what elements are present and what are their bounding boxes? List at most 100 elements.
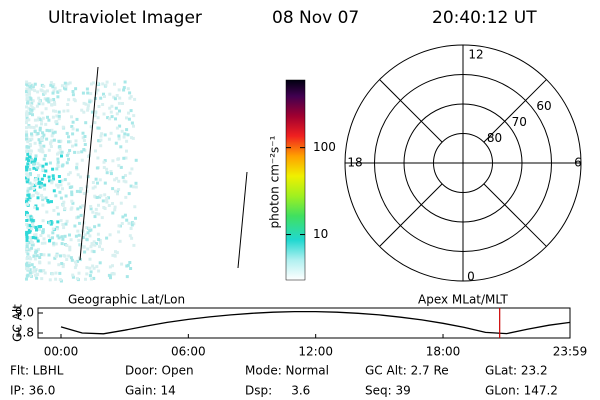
image-pixel — [85, 189, 89, 193]
image-pixel — [44, 162, 48, 166]
colorbar-tick-label: 10 — [313, 227, 328, 241]
image-pixel — [56, 95, 60, 99]
image-pixel — [58, 145, 62, 148]
image-pixel — [25, 238, 29, 242]
y-tick-label: 1.8 — [15, 326, 34, 340]
image-pixel — [57, 236, 61, 240]
image-pixel — [56, 183, 60, 187]
image-pixel — [74, 234, 78, 238]
image-pixel — [30, 87, 34, 91]
image-pixel — [76, 173, 80, 177]
image-pixel — [86, 247, 90, 251]
image-pixel — [68, 233, 71, 237]
image-pixel — [27, 193, 31, 197]
image-pixel — [54, 109, 57, 113]
image-pixel — [103, 95, 106, 98]
image-pixel — [28, 229, 32, 232]
image-pixel — [107, 196, 110, 200]
image-pixel — [62, 109, 66, 113]
image-pixel — [26, 213, 30, 217]
image-pixel — [76, 215, 80, 219]
image-pixel — [34, 236, 38, 240]
image-pixel — [47, 261, 51, 265]
x-tick-label: 12:00 — [298, 345, 333, 359]
image-pixel — [27, 88, 31, 92]
image-pixel — [55, 206, 59, 210]
colorbar-label: photon cm⁻²s⁻¹ — [268, 135, 282, 228]
image-pixel — [38, 143, 42, 147]
image-pixel — [49, 98, 53, 102]
image-pixel — [79, 213, 83, 217]
image-pixel — [91, 264, 95, 268]
image-pixel — [44, 107, 48, 111]
image-pixel — [58, 278, 62, 281]
image-pixel — [99, 134, 103, 138]
image-pixel — [31, 187, 35, 190]
image-pixel — [42, 144, 46, 148]
image-pixel — [58, 147, 62, 151]
image-pixel — [59, 139, 63, 143]
image-pixel — [76, 229, 80, 233]
image-pixel — [116, 192, 119, 196]
image-pixel — [42, 253, 46, 257]
image-pixel — [29, 149, 33, 153]
image-pixel — [50, 179, 54, 183]
image-pixel — [43, 91, 47, 95]
image-pixel — [95, 196, 99, 199]
image-pixel — [90, 249, 94, 253]
image-pixel — [92, 266, 96, 270]
image-pixel — [134, 216, 137, 220]
image-pixel — [111, 253, 115, 257]
image-pixel — [30, 263, 34, 267]
image-pixel — [26, 273, 30, 277]
image-pixel — [81, 229, 85, 233]
image-pixel — [68, 140, 72, 144]
image-pixel — [25, 149, 29, 153]
image-pixel — [61, 203, 65, 207]
image-pixel — [103, 181, 107, 185]
date: 08 Nov 07 — [272, 8, 359, 28]
image-pixel — [132, 243, 136, 247]
image-pixel — [36, 237, 40, 241]
image-pixel — [93, 121, 97, 125]
image-pixel — [47, 221, 51, 225]
image-pixel — [28, 271, 32, 275]
image-pixel — [68, 171, 72, 175]
image-pixel — [125, 218, 129, 222]
right-label: Apex MLat/MLT — [418, 293, 508, 307]
image-pixel — [25, 145, 29, 149]
image-pixel — [84, 277, 87, 281]
image-pixel — [40, 89, 44, 93]
image-pixel — [57, 117, 61, 121]
image-pixel — [53, 256, 57, 260]
image-pixel — [119, 165, 123, 169]
image-pixel — [82, 245, 86, 249]
image-pixel — [92, 240, 96, 244]
image-pixel — [37, 96, 41, 100]
image-pixel — [102, 92, 105, 96]
image-pixel — [89, 277, 93, 281]
image-pixel — [128, 171, 132, 175]
image-pixel — [48, 161, 52, 165]
image-pixel — [63, 254, 67, 258]
image-pixel — [82, 148, 86, 151]
image-pixel — [101, 82, 105, 86]
image-pixel — [65, 244, 69, 247]
image-pixel — [56, 185, 60, 189]
image-pixel — [57, 263, 61, 267]
image-pixel — [133, 97, 137, 101]
image-pixel — [71, 201, 75, 205]
image-pixel — [27, 137, 30, 141]
image-pixel — [34, 182, 38, 186]
image-pixel — [55, 120, 59, 123]
image-pixel — [127, 117, 131, 121]
image-pixel — [37, 102, 41, 106]
image-pixel — [59, 183, 63, 187]
image-pixel — [28, 173, 32, 177]
image-pixel — [35, 207, 39, 211]
image-pixel — [126, 133, 130, 137]
image-pixel — [25, 245, 29, 248]
image-pixel — [40, 196, 44, 199]
image-pixel — [64, 222, 68, 226]
lat-label: 80 — [487, 131, 502, 145]
